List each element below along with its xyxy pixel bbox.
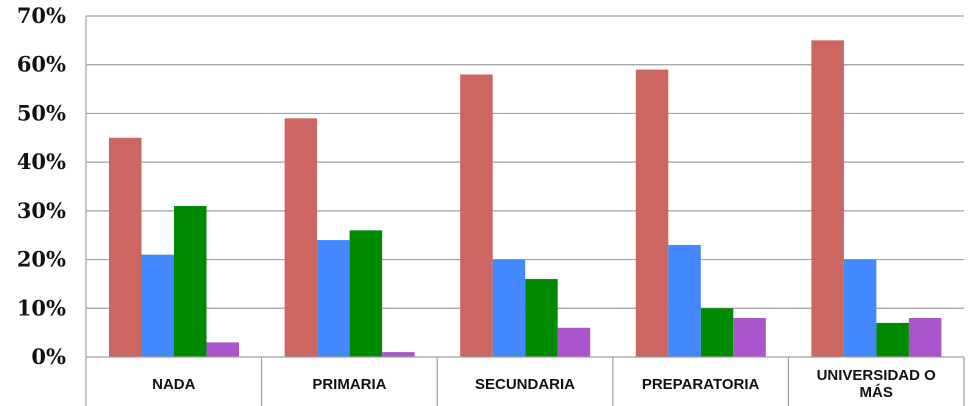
bar (174, 205, 207, 357)
x-tick-label: PRIMARIA (312, 376, 386, 393)
gridlines (85, 15, 964, 357)
bar (876, 322, 909, 357)
bar (141, 254, 174, 357)
bar (206, 342, 239, 357)
bar (668, 244, 701, 357)
y-tick-label: 60% (17, 52, 66, 77)
bars (109, 40, 942, 357)
y-tick-label: 50% (17, 100, 66, 125)
bar (492, 259, 526, 357)
y-tick-label: 40% (17, 149, 66, 174)
bar (700, 308, 734, 357)
bar (811, 40, 844, 357)
x-tick-label: SECUNDARIA (475, 376, 575, 393)
bar (557, 327, 591, 357)
bar (382, 352, 415, 357)
x-tick-label: PREPARATORIA (642, 376, 760, 393)
y-tick-label: 0% (31, 344, 66, 369)
y-tick-label: 10% (17, 295, 66, 320)
y-tick-label: 20% (17, 247, 66, 272)
bar (635, 69, 669, 357)
bar (525, 279, 558, 357)
y-tick-label: 30% (17, 198, 66, 223)
x-tick-label: UNIVERSIDAD O MÁS (817, 367, 937, 401)
bar (843, 259, 877, 357)
bar (733, 318, 766, 357)
bar (908, 318, 942, 357)
category-axis-table: NADA PRIMARIA SECUNDARIA PREPARATORIA UNIVER… (85, 356, 965, 406)
bar (284, 118, 318, 357)
y-tick-label: 70% (17, 3, 66, 28)
y-axis-tick-labels: 0% 10% 20% 30% 40% 50% 60% 70% (17, 3, 66, 369)
bar (460, 74, 493, 357)
bar (317, 240, 350, 357)
bar (109, 137, 142, 357)
bar (349, 230, 383, 357)
x-tick-label: NADA (152, 376, 195, 393)
